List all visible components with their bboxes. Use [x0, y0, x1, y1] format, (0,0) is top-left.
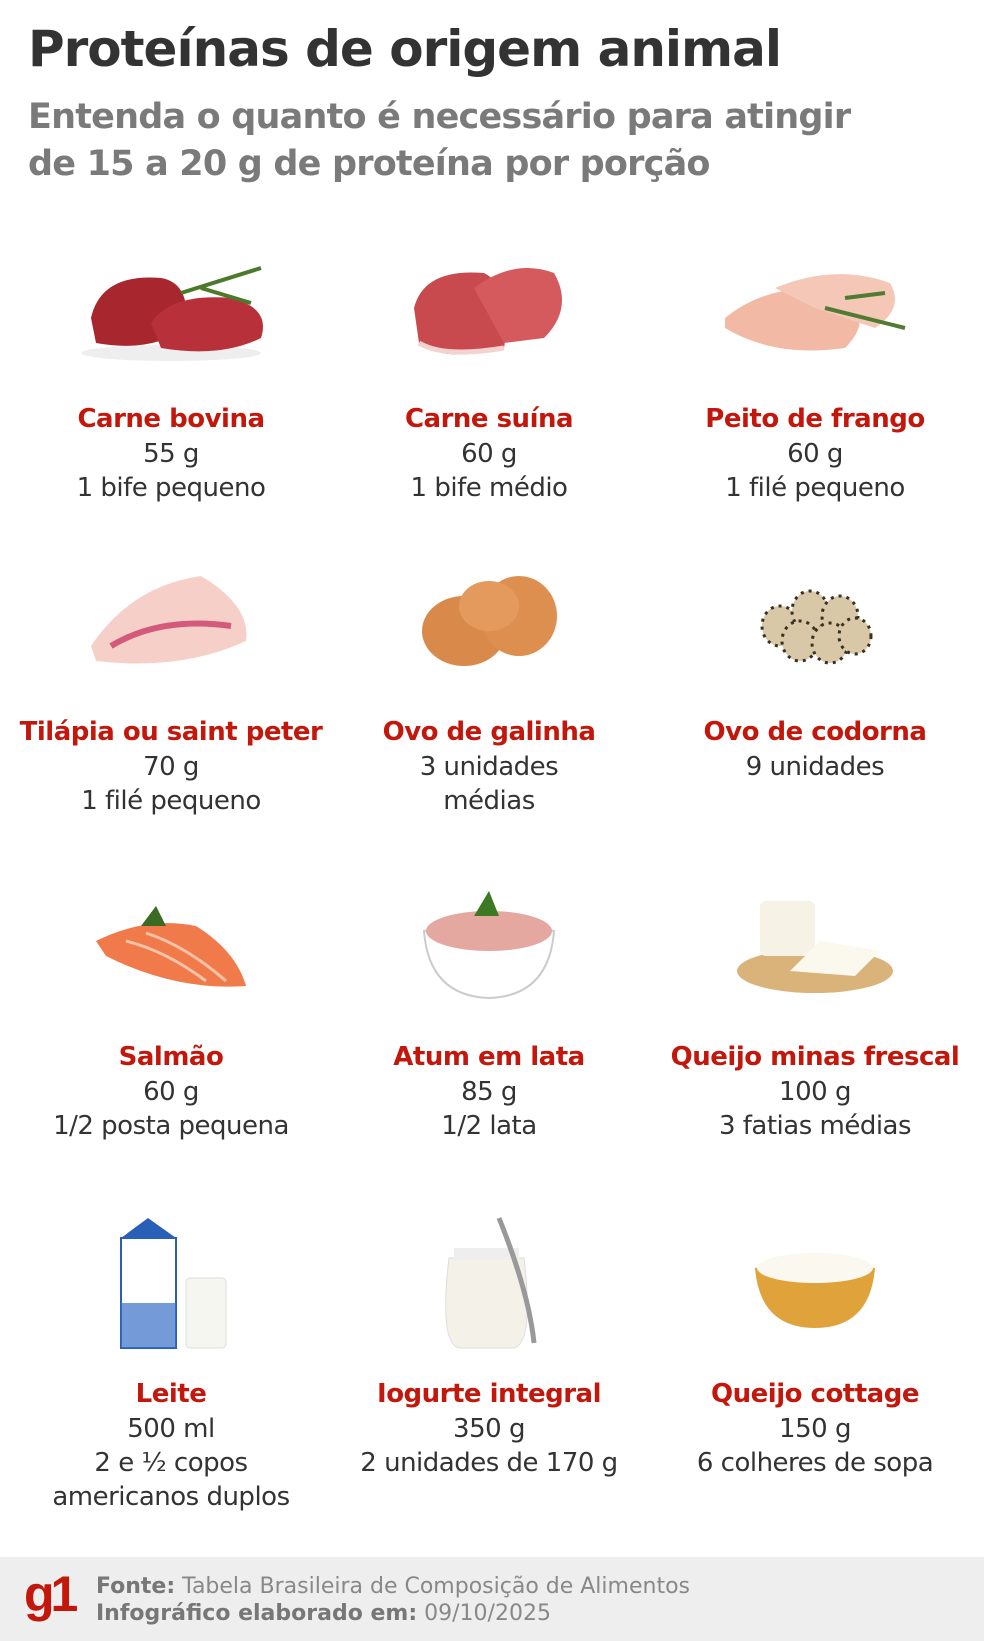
food-portion: 70 g [143, 752, 199, 782]
food-name: Iogurte integral [377, 1379, 601, 1409]
food-item: Queijo minas frescal 100 g 3 fatias médias [650, 878, 980, 1143]
food-portion: 3 fatias médias [718, 1111, 912, 1141]
subtitle-line: de 15 a 20 g de proteína por porção [28, 144, 710, 184]
food-portion: 500 ml [127, 1414, 215, 1444]
food-item: Carne bovina 55 g 1 bife pequeno [6, 240, 336, 505]
food-portion: 2 unidades de 170 g [360, 1448, 618, 1478]
food-name: Carne bovina [77, 404, 265, 434]
chicken-breast-image [650, 240, 980, 375]
food-portion: 1 bife médio [410, 473, 568, 503]
quail-eggs-image [650, 553, 980, 688]
date-line: Infográfico elaborado em: 09/10/2025 [96, 1600, 690, 1627]
source-label: Fonte: [96, 1574, 176, 1599]
food-item: Atum em lata 85 g 1/2 lata [324, 878, 654, 1143]
cheese-image [650, 878, 980, 1013]
footer: g1 Fonte: Tabela Brasileira de Composiçã… [0, 1557, 984, 1641]
food-portion: 55 g [143, 439, 199, 469]
food-item: Salmão 60 g 1/2 posta pequena [6, 878, 336, 1143]
date-label: Infográfico elaborado em: [96, 1601, 418, 1626]
food-portion: 100 g [779, 1077, 851, 1107]
food-item: Peito de frango 60 g 1 filé pequeno [650, 240, 980, 505]
cottage-cheese-image [650, 1215, 980, 1350]
food-portion: 6 colheres de sopa [696, 1448, 934, 1478]
food-portion: 1 filé pequeno [81, 786, 261, 816]
g1-logo: g1 [24, 1566, 78, 1622]
food-item: Iogurte integral 350 g 2 unidades de 170 g [324, 1215, 654, 1480]
milk-image [6, 1215, 336, 1350]
food-name: Queijo cottage [711, 1379, 919, 1409]
food-item: Leite 500 ml 2 e ½ copos americanos duplos [6, 1215, 336, 1514]
food-item: Ovo de codorna 9 unidades [650, 553, 980, 784]
food-item: Queijo cottage 150 g 6 colheres de sopa [650, 1215, 980, 1480]
food-name: Tilápia ou saint peter [19, 717, 323, 747]
food-portion: médias [443, 786, 535, 816]
tilapia-image [6, 553, 336, 688]
page-subtitle: Entenda o quanto é necessário para ating… [28, 94, 851, 188]
food-portion: 2 e ½ copos [94, 1448, 248, 1478]
food-item: Carne suína 60 g 1 bife médio [324, 240, 654, 505]
food-portion: 60 g [461, 439, 517, 469]
date-value: 09/10/2025 [424, 1601, 551, 1626]
food-portion: 85 g [461, 1077, 517, 1107]
food-portion: 350 g [453, 1414, 525, 1444]
food-name: Atum em lata [393, 1042, 585, 1072]
food-item: Tilápia ou saint peter 70 g 1 filé pequeno [6, 553, 336, 818]
source-line: Fonte: Tabela Brasileira de Composição d… [96, 1573, 690, 1600]
food-item: Ovo de galinha 3 unidades médias [324, 553, 654, 818]
food-portion: 1 bife pequeno [76, 473, 266, 503]
food-portion: americanos duplos [52, 1482, 290, 1512]
beef-image [6, 240, 336, 375]
footer-text: Fonte: Tabela Brasileira de Composição d… [96, 1573, 690, 1627]
chicken-eggs-image [324, 553, 654, 688]
food-portion: 1/2 lata [441, 1111, 537, 1141]
subtitle-line: Entenda o quanto é necessário para ating… [28, 97, 851, 137]
food-name: Queijo minas frescal [670, 1042, 960, 1072]
food-portion: 9 unidades [745, 752, 885, 782]
yogurt-image [324, 1215, 654, 1350]
pork-image [324, 240, 654, 375]
food-name: Salmão [118, 1042, 224, 1072]
food-name: Peito de frango [705, 404, 925, 434]
food-name: Carne suína [404, 404, 574, 434]
page-title: Proteínas de origem animal [28, 20, 782, 78]
food-portion: 60 g [787, 439, 843, 469]
food-name: Ovo de galinha [382, 717, 596, 747]
source-value: Tabela Brasileira de Composição de Alime… [182, 1574, 690, 1599]
food-name: Leite [135, 1379, 207, 1409]
food-portion: 1/2 posta pequena [53, 1111, 289, 1141]
food-portion: 3 unidades [419, 752, 559, 782]
tuna-bowl-image [324, 878, 654, 1013]
salmon-image [6, 878, 336, 1013]
food-name: Ovo de codorna [703, 717, 927, 747]
food-portion: 150 g [779, 1414, 851, 1444]
food-portion: 60 g [143, 1077, 199, 1107]
food-portion: 1 filé pequeno [725, 473, 905, 503]
